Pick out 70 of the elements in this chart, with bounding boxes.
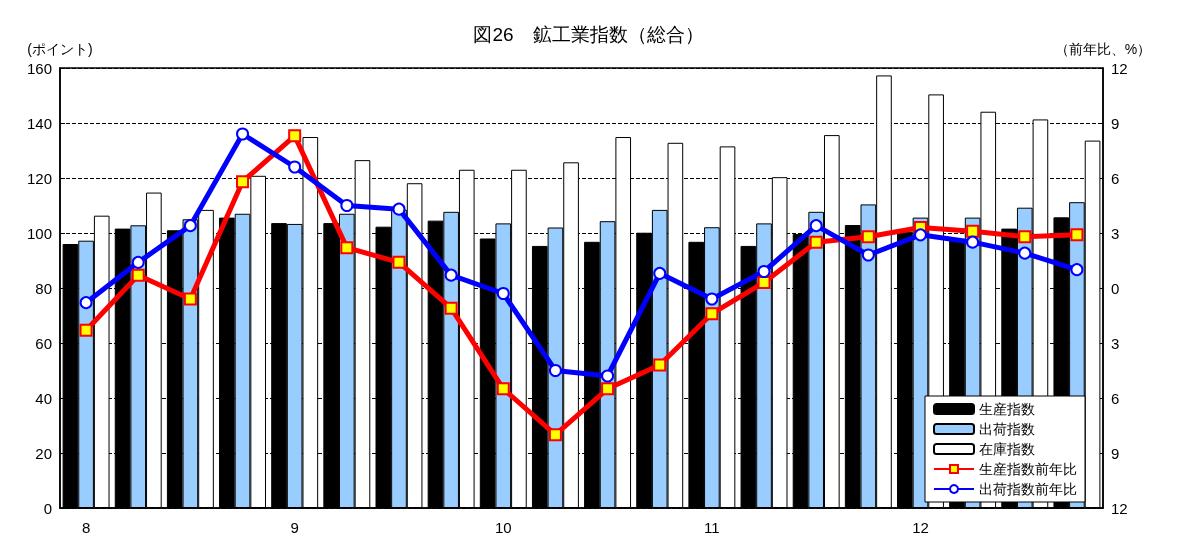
point: [601, 369, 615, 383]
legend-label: 在庫指数: [979, 441, 1035, 457]
point: [496, 287, 510, 300]
x-tick-label: 11: [704, 519, 720, 536]
chart-title: 図26 鉱工業指数（総合）: [473, 24, 704, 45]
point: [392, 202, 406, 216]
point: [444, 301, 458, 315]
y2-tick-label: 12: [1111, 59, 1128, 77]
point: [966, 235, 980, 249]
y2-tick-label: 9: [1111, 114, 1120, 132]
point: [1018, 246, 1032, 260]
y-tick-label: 100: [26, 224, 52, 242]
point: [236, 175, 250, 189]
point: [861, 230, 875, 244]
point: [705, 307, 719, 321]
y2-tick-label: 9: [1111, 444, 1120, 462]
point: [601, 382, 615, 396]
point: [392, 255, 406, 269]
point: [653, 358, 667, 372]
point: [548, 364, 562, 377]
y-tick-label: 160: [26, 59, 52, 77]
legend-label: 出荷指数前年比: [979, 481, 1077, 497]
y2-tick-label: 6: [1111, 169, 1120, 187]
point: [913, 228, 927, 242]
point: [288, 160, 302, 174]
point: [340, 241, 354, 255]
y-tick-label: 140: [26, 114, 52, 132]
x-tick-label: 8: [81, 519, 91, 536]
legend-label: 出荷指数: [979, 421, 1035, 437]
y-tick-label: 0: [43, 499, 52, 517]
y2-tick-label: 6: [1111, 389, 1120, 407]
y-tick-label: 20: [35, 444, 52, 462]
point: [288, 129, 302, 143]
point: [496, 382, 510, 396]
point: [236, 127, 250, 141]
y-tick-label: 40: [35, 389, 52, 407]
x-tick-label: 12: [912, 519, 929, 536]
point: [861, 248, 875, 262]
point: [757, 265, 771, 278]
point: [966, 224, 980, 238]
point: [809, 235, 823, 249]
y2-tick-label: 3: [1111, 334, 1120, 352]
y2-tick-label: 12: [1111, 499, 1128, 517]
point: [131, 268, 145, 282]
point: [444, 268, 458, 282]
x-tick-label: 9: [290, 519, 299, 536]
point: [1070, 263, 1084, 277]
y-tick-label: 80: [35, 279, 52, 297]
point: [757, 276, 771, 289]
point: [131, 255, 145, 269]
y-tick-label: 120: [26, 169, 52, 187]
x-tick-label: 10: [494, 519, 512, 536]
y2-tick-label: 0: [1111, 279, 1120, 297]
point: [1070, 228, 1084, 242]
legend-label: 生産指数: [979, 401, 1035, 417]
point: [705, 292, 719, 306]
point: [809, 219, 823, 233]
point: [183, 219, 197, 233]
legend-label: 生産指数前年比: [979, 461, 1077, 477]
point: [183, 292, 197, 306]
point: [79, 323, 93, 337]
y2-axis-title: （前年比、%）: [1054, 41, 1152, 57]
y2-tick-label: 3: [1111, 224, 1120, 242]
point: [653, 266, 667, 280]
y-tick-label: 60: [35, 334, 52, 352]
point: [548, 428, 562, 442]
point: [79, 296, 93, 310]
y-axis-title: (ポイント): [27, 41, 93, 57]
point: [1018, 230, 1032, 244]
point: [340, 199, 354, 212]
